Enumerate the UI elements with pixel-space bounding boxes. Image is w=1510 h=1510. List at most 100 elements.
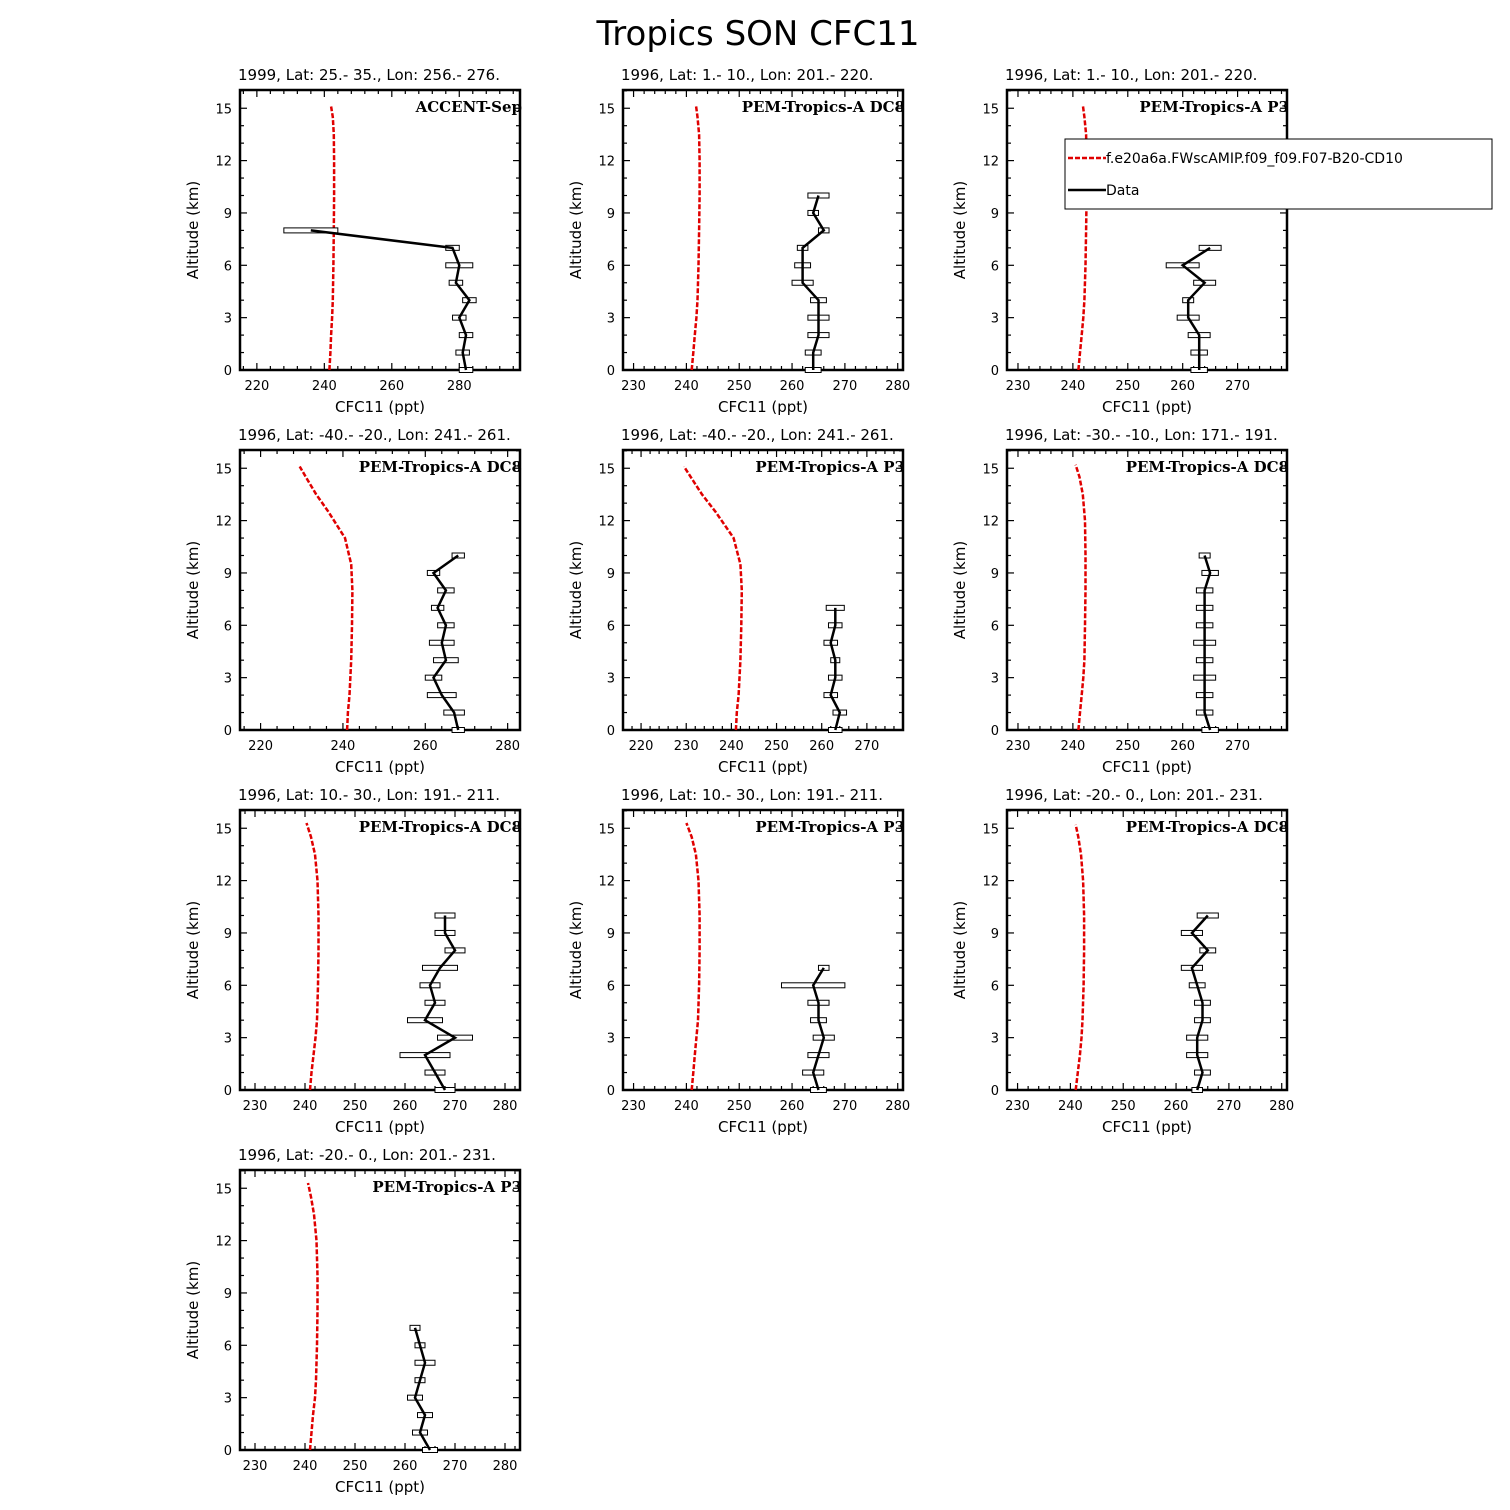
y-tick-label: 12 [215,875,232,890]
y-tick-label: 15 [215,102,232,117]
x-tick-label: 270 [832,379,857,394]
y-tick-label: 9 [607,927,615,942]
campaign-label: PEM-Tropics-A DC8 [1126,458,1289,476]
panel-7: 1996, Lat: 10.- 30., Lon: 191.- 211. PEM-… [184,786,522,1136]
legend-model-label: f.e20a6a.FWscAMIP.f09_f09.F07-B20-CD10 [1106,151,1403,167]
model-profile-line [328,106,336,371]
model-profile-line [298,465,354,731]
panel-header: 1996, Lat: 10.- 30., Lon: 191.- 211. [238,786,500,804]
campaign-label: PEM-Tropics-A P3 [372,1178,522,1196]
x-tick-label: 280 [495,739,520,754]
panel-10: 1996, Lat: -20.- 0., Lon: 201.- 231. PEM-… [184,1146,522,1496]
campaign-label: PEM-Tropics-A P3 [1139,98,1289,116]
y-tick-label: 3 [607,672,615,687]
x-tick-label: 240 [1058,1099,1083,1114]
y-tick-label: 12 [598,515,615,530]
y-tick-label: 15 [982,462,999,477]
legend-data-label: Data [1106,183,1139,199]
model-profile-line [690,104,701,371]
x-tick-label: 250 [727,379,752,394]
y-tick-label: 6 [991,619,999,634]
plot-frame [238,448,522,732]
plot-frame [238,808,522,1092]
y-tick-label: 12 [598,875,615,890]
x-axis-label: CFC11 (ppt) [335,1478,425,1496]
y-tick-label: 6 [991,979,999,994]
y-tick-label: 3 [224,312,232,327]
campaign-label: PEM-Tropics-A P3 [755,458,905,476]
data-profile-line [423,915,458,1091]
data-profile-line [1203,555,1212,731]
x-axis-label: CFC11 (ppt) [718,758,808,776]
data-profile-line [801,195,826,370]
y-tick-label: 6 [224,259,232,274]
x-tick-label: 260 [393,1459,418,1474]
y-tick-label: 9 [991,207,999,222]
y-axis-label: Altitude (km) [951,541,969,639]
y-tick-label: 6 [607,259,615,274]
data-error-box [1198,244,1222,251]
x-tick-label: 220 [244,379,269,394]
model-profile-line [306,1182,319,1451]
x-tick-label: 240 [1060,379,1085,394]
plot-frame [621,448,905,732]
model-profile-line [682,465,744,731]
y-tick-label: 9 [224,927,232,942]
x-axis-label: CFC11 (ppt) [335,758,425,776]
x-tick-label: 240 [312,379,337,394]
y-tick-label: 3 [991,672,999,687]
y-tick-label: 15 [982,822,999,837]
y-tick-label: 6 [224,979,232,994]
x-tick-label: 270 [832,1099,857,1114]
data-error-box [451,552,465,559]
panel-header: 1996, Lat: 1.- 10., Lon: 201.- 220. [1005,66,1257,84]
panel-header: 1996, Lat: -20.- 0., Lon: 201.- 231. [238,1146,496,1164]
y-tick-label: 6 [607,979,615,994]
model-profile-line [685,822,701,1091]
y-tick-label: 6 [224,619,232,634]
x-tick-label: 260 [780,1099,805,1114]
x-tick-label: 240 [293,1099,318,1114]
model-profile-line [1074,824,1086,1091]
y-tick-label: 3 [991,1032,999,1047]
x-tick-label: 250 [343,1459,368,1474]
x-axis-label: CFC11 (ppt) [335,1118,425,1136]
x-tick-label: 240 [331,739,356,754]
panel-header: 1996, Lat: -40.- -20., Lon: 241.- 261. [621,426,894,444]
y-tick-label: 0 [607,1084,615,1099]
x-tick-label: 250 [727,1099,752,1114]
plot-frame [1005,88,1289,372]
x-tick-label: 230 [621,379,646,394]
x-tick-label: 260 [1170,739,1195,754]
x-tick-label: 270 [443,1099,468,1114]
y-tick-label: 3 [224,1392,232,1407]
plot-frame [238,88,522,372]
campaign-label: ACCENT-Sep [415,98,522,116]
y-tick-label: 9 [224,1287,232,1302]
panel-header: 1996, Lat: -20.- 0., Lon: 201.- 231. [1005,786,1263,804]
y-tick-label: 9 [991,567,999,582]
x-tick-label: 260 [809,739,834,754]
campaign-label: PEM-Tropics-A DC8 [359,818,522,836]
x-axis-label: CFC11 (ppt) [718,398,808,416]
figure-title: Tropics SON CFC11 [596,14,920,54]
campaign-label: PEM-Tropics-A DC8 [359,458,522,476]
x-tick-label: 230 [674,739,699,754]
panel-header: 1996, Lat: -40.- -20., Lon: 241.- 261. [238,426,511,444]
x-axis-label: CFC11 (ppt) [335,398,425,416]
data-profile-line [310,229,471,371]
x-tick-label: 260 [1164,1099,1189,1114]
x-tick-label: 280 [885,1099,910,1114]
y-axis-label: Altitude (km) [567,181,585,279]
panel-1: 1999, Lat: 25.- 35., Lon: 256.- 276. ACCE… [184,66,522,416]
x-tick-label: 230 [243,1459,268,1474]
y-tick-label: 3 [991,312,999,327]
y-tick-label: 12 [215,155,232,170]
y-tick-label: 9 [607,207,615,222]
y-tick-label: 0 [607,724,615,739]
y-tick-label: 15 [215,822,232,837]
panel-8: 1996, Lat: 10.- 30., Lon: 191.- 211. PEM-… [567,786,910,1136]
x-tick-label: 280 [493,1459,518,1474]
x-tick-label: 250 [1111,1099,1136,1114]
panel-6: 1996, Lat: -30.- -10., Lon: 171.- 191. PE… [951,426,1289,776]
